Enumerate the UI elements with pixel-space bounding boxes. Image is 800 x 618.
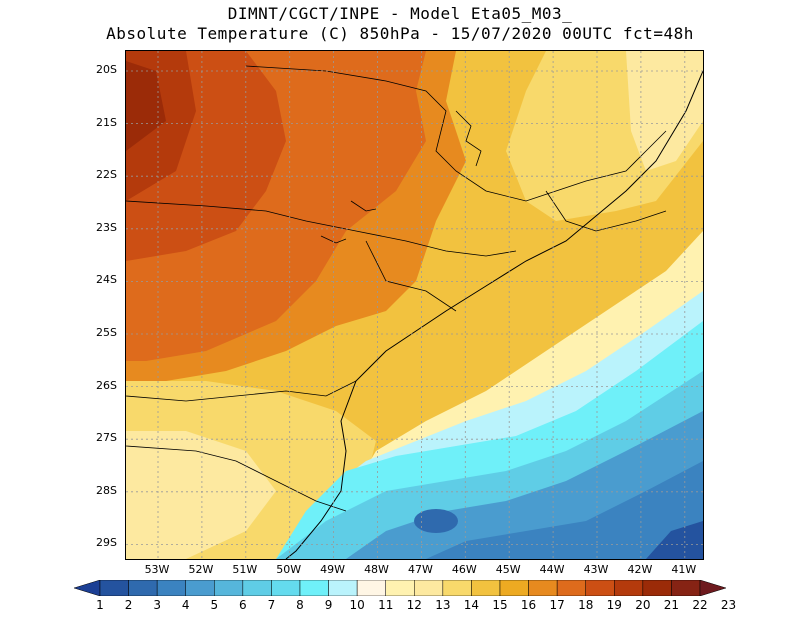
- state-border: [126, 200, 517, 257]
- colorbar-bin: [356, 580, 386, 596]
- colorbar-label: 20: [635, 598, 651, 612]
- colorbar-bin: [585, 580, 615, 596]
- colorbar-bin: [242, 580, 272, 596]
- lat-label: 23S: [96, 220, 117, 234]
- colorbar-label: 4: [181, 598, 190, 612]
- colorbar-bin: [128, 580, 158, 596]
- lon-label: 53W: [144, 563, 170, 576]
- lon-label: 41W: [671, 563, 697, 576]
- colorbar-label: 17: [549, 598, 565, 612]
- colorbar-label: 2: [124, 598, 133, 612]
- reservoir: [455, 110, 482, 167]
- field-blue-core: [414, 509, 458, 533]
- coastline: [285, 70, 703, 559]
- colorbar-label: 5: [210, 598, 219, 612]
- colorbar-bin: [271, 580, 301, 596]
- colorbar-bin: [214, 580, 244, 596]
- state-border: [245, 65, 667, 202]
- colorbar-label: 7: [267, 598, 276, 612]
- lat-label: 26S: [96, 378, 117, 392]
- lon-label: 48W: [364, 563, 389, 576]
- colorbar-bin: [671, 580, 701, 596]
- lat-label: 25S: [96, 326, 117, 339]
- colorbar-label: 10: [349, 598, 365, 612]
- lat-label: 28S: [96, 483, 117, 497]
- colorbar-label: 1: [96, 598, 104, 612]
- lon-label: 47W: [407, 563, 433, 576]
- colorbar-bin: [442, 580, 472, 596]
- colorbar-label: 11: [378, 598, 394, 612]
- colorbar-label: 23: [720, 598, 737, 612]
- gridlines: [126, 51, 703, 559]
- colorbar-label: 8: [296, 598, 304, 612]
- lon-label: 51W: [232, 563, 258, 576]
- lon-label: 46W: [451, 563, 477, 576]
- colorbar-label: 9: [324, 598, 333, 612]
- colorbar-label: 14: [463, 598, 480, 612]
- state-border: [126, 380, 357, 402]
- lat-label: 22S: [96, 168, 117, 182]
- lat-label: 20S: [96, 63, 117, 76]
- colorbar-bin: [185, 580, 215, 596]
- colorbar: [74, 580, 726, 596]
- colorbar-bin: [471, 580, 501, 596]
- field-lightyellow-ne: [626, 51, 703, 171]
- colorbar-bin: [642, 580, 672, 596]
- colorbar-bin: [414, 580, 444, 596]
- lon-label: 44W: [539, 563, 565, 576]
- colorbar-label: 6: [239, 598, 247, 612]
- field-blue-deep: [646, 521, 703, 559]
- lat-label: 24S: [96, 273, 117, 287]
- colorbar-bin: [385, 580, 415, 596]
- lon-label: 43W: [583, 563, 609, 576]
- colorbar-bin: [299, 580, 329, 596]
- colorbar-label: 22: [692, 598, 708, 612]
- state-border: [365, 240, 457, 312]
- colorbar-bin: [328, 580, 358, 596]
- reservoir: [350, 200, 377, 212]
- lat-label: 29S: [96, 536, 117, 550]
- lon-label: 49W: [320, 563, 346, 576]
- colorbar-bin: [499, 580, 529, 596]
- state-border: [545, 190, 667, 232]
- colorbar-bin: [528, 580, 558, 596]
- lon-label: 42W: [627, 563, 653, 576]
- field-darkred: [126, 61, 166, 151]
- lat-label: 27S: [96, 431, 117, 445]
- temperature-map: [125, 50, 704, 560]
- lon-label: 45W: [495, 563, 521, 576]
- state-border: [126, 445, 347, 512]
- reservoir: [320, 235, 347, 244]
- colorbar-label: 19: [606, 598, 622, 612]
- colorbar-bin: [614, 580, 644, 596]
- chart-title: DIMNT/CGCT/INPE - Model Eta05_M03_: [227, 4, 573, 23]
- colorbar-label: 13: [435, 598, 451, 612]
- chart-subtitle: Absolute Temperature (C) 850hPa - 15/07/…: [106, 24, 694, 43]
- colorbar-bin: [99, 580, 129, 596]
- colorbar-min-arrow: [74, 580, 101, 596]
- lon-label: 50W: [276, 563, 302, 576]
- colorbar-bin: [156, 580, 186, 596]
- colorbar-label: 21: [663, 598, 680, 612]
- field-lightyellow-sw: [126, 431, 276, 559]
- colorbar-max-arrow: [699, 580, 726, 596]
- colorbar-label: 12: [406, 598, 422, 612]
- colorbar-label: 16: [520, 598, 537, 612]
- colorbar-label: 3: [153, 598, 161, 612]
- lat-label: 21S: [96, 115, 117, 129]
- colorbar-label: 18: [578, 598, 594, 612]
- colorbar-bin: [556, 580, 586, 596]
- lon-label: 52W: [188, 563, 214, 576]
- field-blue: [426, 461, 703, 559]
- colorbar-label: 15: [492, 598, 508, 612]
